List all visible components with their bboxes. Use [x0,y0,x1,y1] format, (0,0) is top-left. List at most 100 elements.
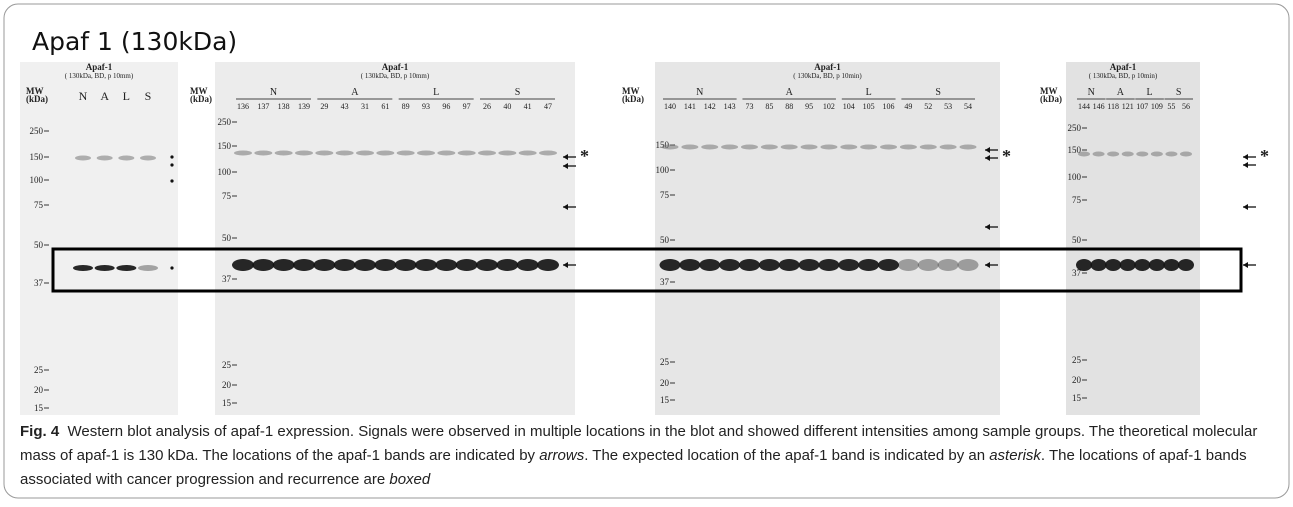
bullet [170,179,174,183]
lane-label: 73 [745,102,753,111]
band-strong [333,259,356,271]
mw-marker: 250 [1068,123,1082,133]
lane-label: 26 [483,102,491,111]
group-label: L [433,87,439,98]
panel-header: Apaf-1 [382,62,409,72]
band-strong [73,265,93,271]
band-strong [818,259,840,271]
mw-marker: 100 [30,175,44,185]
band-strong [738,259,760,271]
lane-label: 140 [664,102,676,111]
bullet [170,155,174,159]
band-faint [118,155,135,161]
blot-image [655,62,1000,415]
band-strong [232,259,254,271]
mw-marker: 15 [34,403,44,413]
band-faint [1136,151,1149,157]
band-faint [295,150,313,156]
lane-label: 143 [724,102,736,111]
group-label: A [351,87,359,98]
panel-header: Apaf-1 [1110,62,1137,72]
arrow-head [1243,162,1248,168]
mw-marker: 25 [222,360,232,370]
band-faint [437,150,456,156]
mw-marker: 50 [34,240,44,250]
arrow-head [1243,204,1248,210]
mw-marker: 37 [1072,268,1082,278]
mw-label: MW [622,86,640,96]
group-label: N [1088,87,1095,98]
mw-marker: 150 [1068,145,1082,155]
blot-image [20,62,178,415]
mw-marker: 150 [30,152,44,162]
lane-label: 93 [422,102,430,111]
mw-marker: 25 [1072,355,1082,365]
mw-marker: 20 [222,380,232,390]
band-faint [1121,151,1134,157]
lane-label: 137 [257,102,269,111]
asterisk: * [580,146,589,166]
mw-marker: 50 [660,235,670,245]
band-faint [274,150,293,156]
mw-label: (kDa) [190,94,212,104]
band-faint [820,144,838,150]
band-strong [897,259,919,271]
lane-label: 141 [684,102,696,111]
arrow-head [1243,154,1248,160]
lane-label: 49 [904,102,912,111]
band-faint [939,144,957,150]
panel-subheader: ( 130kDa, BD, p 10min) [793,72,862,80]
lane-label: 61 [381,102,389,111]
caption-text: Western blot analysis of apaf-1 expressi… [20,423,1258,464]
lane-label: 43 [341,102,349,111]
mw-label: MW [190,86,208,96]
band-faint [396,150,415,156]
band-strong [858,259,880,271]
group-label: N [270,87,277,98]
lane-label: 96 [442,102,450,111]
panel-subheader: ( 130kDa, BD, p 10mm) [361,72,430,80]
lane-label: 107 [1136,102,1148,111]
band-faint [457,150,476,156]
band-strong [798,259,820,271]
band-faint [681,144,699,150]
band-faint [335,150,354,156]
band-faint [376,150,395,156]
frame [3,3,1290,499]
panel-header: Apaf-1 [86,62,113,72]
mw-marker: 100 [656,165,670,175]
band-strong [679,259,701,271]
mw-marker: 100 [1068,172,1082,182]
band-strong [699,259,721,271]
band-strong [496,259,519,271]
band-strong [293,259,315,271]
band-faint [760,144,778,150]
mw-marker: 250 [218,117,232,127]
mw-marker: 50 [222,233,232,243]
lane-label: 136 [237,102,249,111]
group-label: A [100,89,109,103]
mw-marker: 75 [222,191,232,201]
mw-marker: 20 [34,385,44,395]
group-label: S [145,89,152,103]
lane-label: 54 [964,102,972,111]
group-label: N [79,89,88,103]
band-faint [315,150,334,156]
caption-label: Fig. 4 [20,423,60,440]
mw-marker: 75 [34,200,44,210]
mw-label: MW [1040,86,1058,96]
band-strong [394,259,417,271]
band-strong [415,259,437,271]
lane-label: 56 [1182,102,1190,111]
mw-marker: 25 [34,365,44,375]
lane-label: 97 [463,102,471,111]
band-faint [1078,151,1090,157]
mw-marker: 15 [660,395,670,405]
caption-text: . The locations of apaf-1 bands associat… [20,447,1247,488]
group-label: S [935,87,941,98]
band-strong [1090,259,1107,271]
mw-marker: 75 [1072,195,1082,205]
band-strong [1119,259,1136,271]
band-faint [1150,151,1163,157]
